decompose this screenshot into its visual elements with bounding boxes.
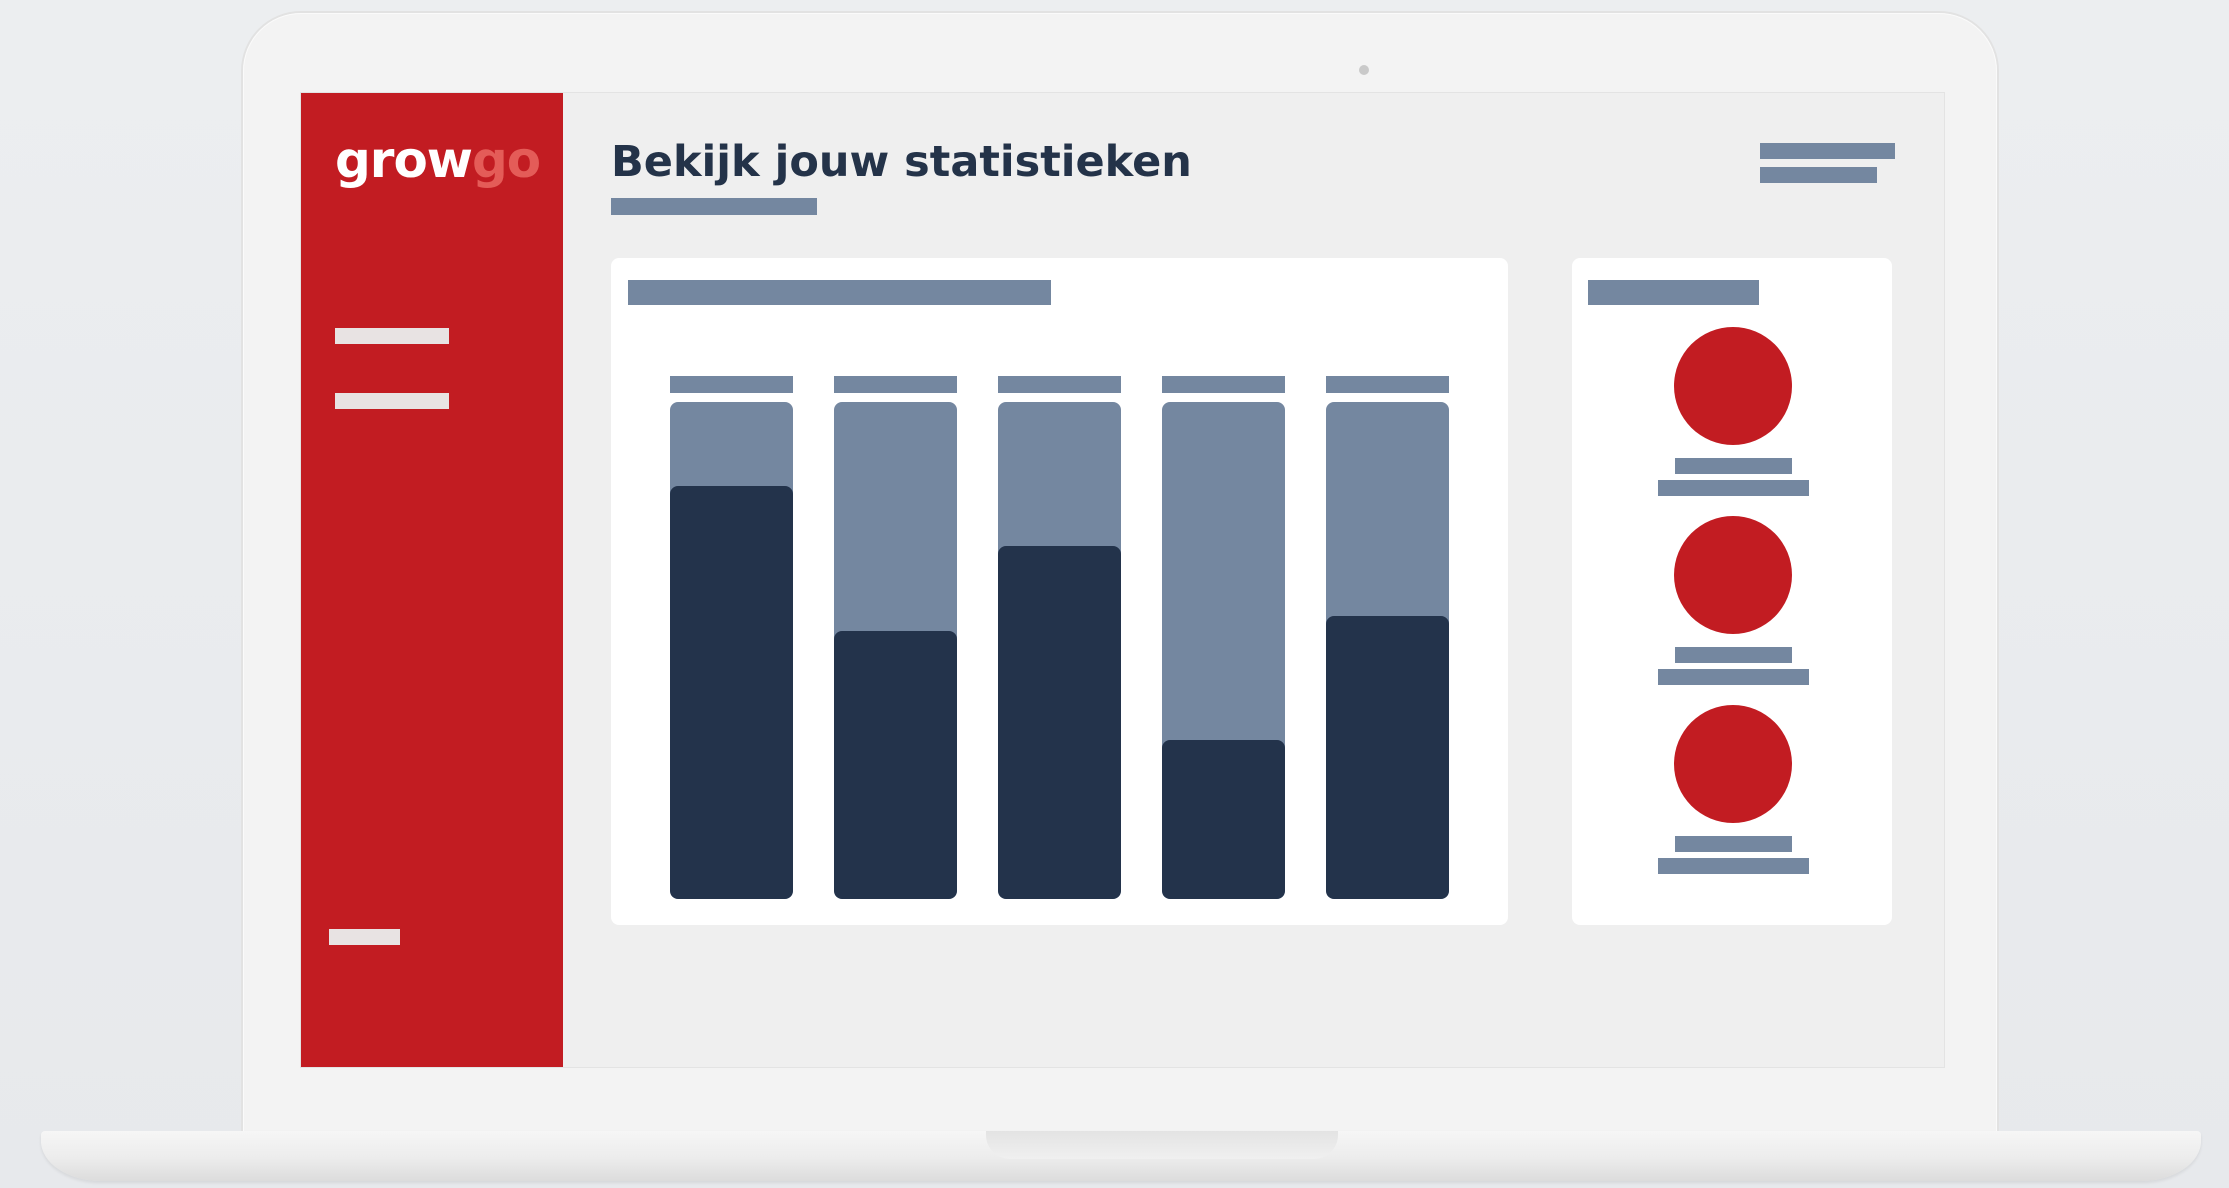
logo-part-go: go [472, 131, 541, 189]
stats-card [1572, 258, 1892, 925]
sidebar-footer-item[interactable] [329, 929, 400, 945]
bar-track[interactable] [1326, 402, 1449, 899]
bar-label-placeholder [670, 376, 793, 393]
growgo-logo[interactable]: growgo [335, 135, 541, 185]
stats-item-label-placeholder [1675, 458, 1792, 474]
bar [998, 546, 1121, 899]
header-placeholder-line-1 [1760, 143, 1895, 159]
bar-track[interactable] [834, 402, 957, 899]
stats-heading-placeholder [1588, 280, 1759, 305]
header-placeholder-line-2 [1760, 167, 1877, 183]
chart-heading-placeholder [628, 280, 1051, 305]
stats-item-value-placeholder [1658, 669, 1809, 685]
page-title: Bekijk jouw statistieken [611, 137, 1192, 187]
stats-item-label-placeholder [1675, 836, 1792, 852]
bar [670, 486, 793, 899]
bar-track[interactable] [670, 402, 793, 899]
bar-label-placeholder [1326, 376, 1449, 393]
sidebar-item-1[interactable] [335, 328, 449, 344]
sidebar: growgo [301, 93, 563, 1067]
bar-chart [611, 258, 1508, 925]
stats-item-value-placeholder [1658, 858, 1809, 874]
red-circle-icon [1674, 516, 1792, 634]
camera-icon [1359, 65, 1369, 75]
logo-part-grow: grow [335, 131, 473, 189]
chart-card [611, 258, 1508, 925]
bar-track[interactable] [998, 402, 1121, 899]
stats-item-value-placeholder [1658, 480, 1809, 496]
bar [1326, 616, 1449, 899]
sidebar-item-2[interactable] [335, 393, 449, 409]
bar-track[interactable] [1162, 402, 1285, 899]
bar [834, 631, 957, 899]
laptop-notch [986, 1131, 1338, 1159]
subtitle-placeholder [611, 198, 817, 215]
bar-label-placeholder [1162, 376, 1285, 393]
red-circle-icon [1674, 705, 1792, 823]
bar [1162, 740, 1285, 899]
laptop-base [41, 1131, 2201, 1181]
app-screen: growgo Bekijk jouw statistieken [301, 93, 1944, 1067]
stats-item-label-placeholder [1675, 647, 1792, 663]
bar-label-placeholder [834, 376, 957, 393]
bar-label-placeholder [998, 376, 1121, 393]
red-circle-icon [1674, 327, 1792, 445]
